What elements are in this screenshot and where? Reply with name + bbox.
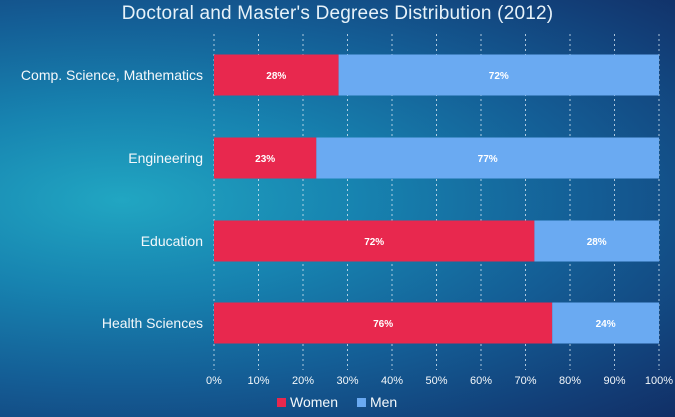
data-label: 28% (266, 71, 286, 82)
x-tick-label: 20% (292, 375, 314, 387)
data-label: 24% (596, 319, 616, 330)
bar-men (552, 302, 659, 344)
bar-men (534, 220, 659, 262)
x-tick-label: 0% (206, 375, 222, 387)
legend-label-men: Men (370, 394, 397, 410)
category-label: Engineering (128, 150, 203, 166)
category-label: Health Sciences (102, 315, 203, 331)
data-label: 28% (587, 237, 607, 248)
x-tick-label: 80% (559, 375, 581, 387)
category-label: Comp. Science, Mathematics (21, 67, 203, 83)
x-tick-label: 90% (603, 375, 625, 387)
bar-women (214, 220, 535, 262)
category-label: Education (141, 233, 203, 249)
data-label: 77% (478, 154, 498, 165)
x-tick-label: 60% (470, 375, 492, 387)
data-label: 72% (364, 237, 384, 248)
x-tick-label: 40% (381, 375, 403, 387)
x-tick-label: 30% (336, 375, 358, 387)
legend-swatch-men (356, 398, 366, 407)
legend-label-women: Women (290, 394, 338, 410)
data-label: 72% (489, 71, 509, 82)
bar-women (214, 137, 317, 179)
bar-women (214, 54, 339, 96)
x-tick-label: 10% (247, 375, 269, 387)
bar-men (338, 54, 659, 96)
data-label: 23% (255, 154, 275, 165)
x-tick-label: 50% (425, 375, 447, 387)
x-tick-label: 70% (514, 375, 536, 387)
data-label: 76% (373, 319, 393, 330)
x-tick-label: 100% (645, 375, 673, 387)
chart-title: Doctoral and Master's Degrees Distributi… (121, 3, 554, 24)
bar-men (316, 137, 659, 179)
legend-swatch-women (277, 398, 286, 407)
bar-women (214, 302, 553, 344)
